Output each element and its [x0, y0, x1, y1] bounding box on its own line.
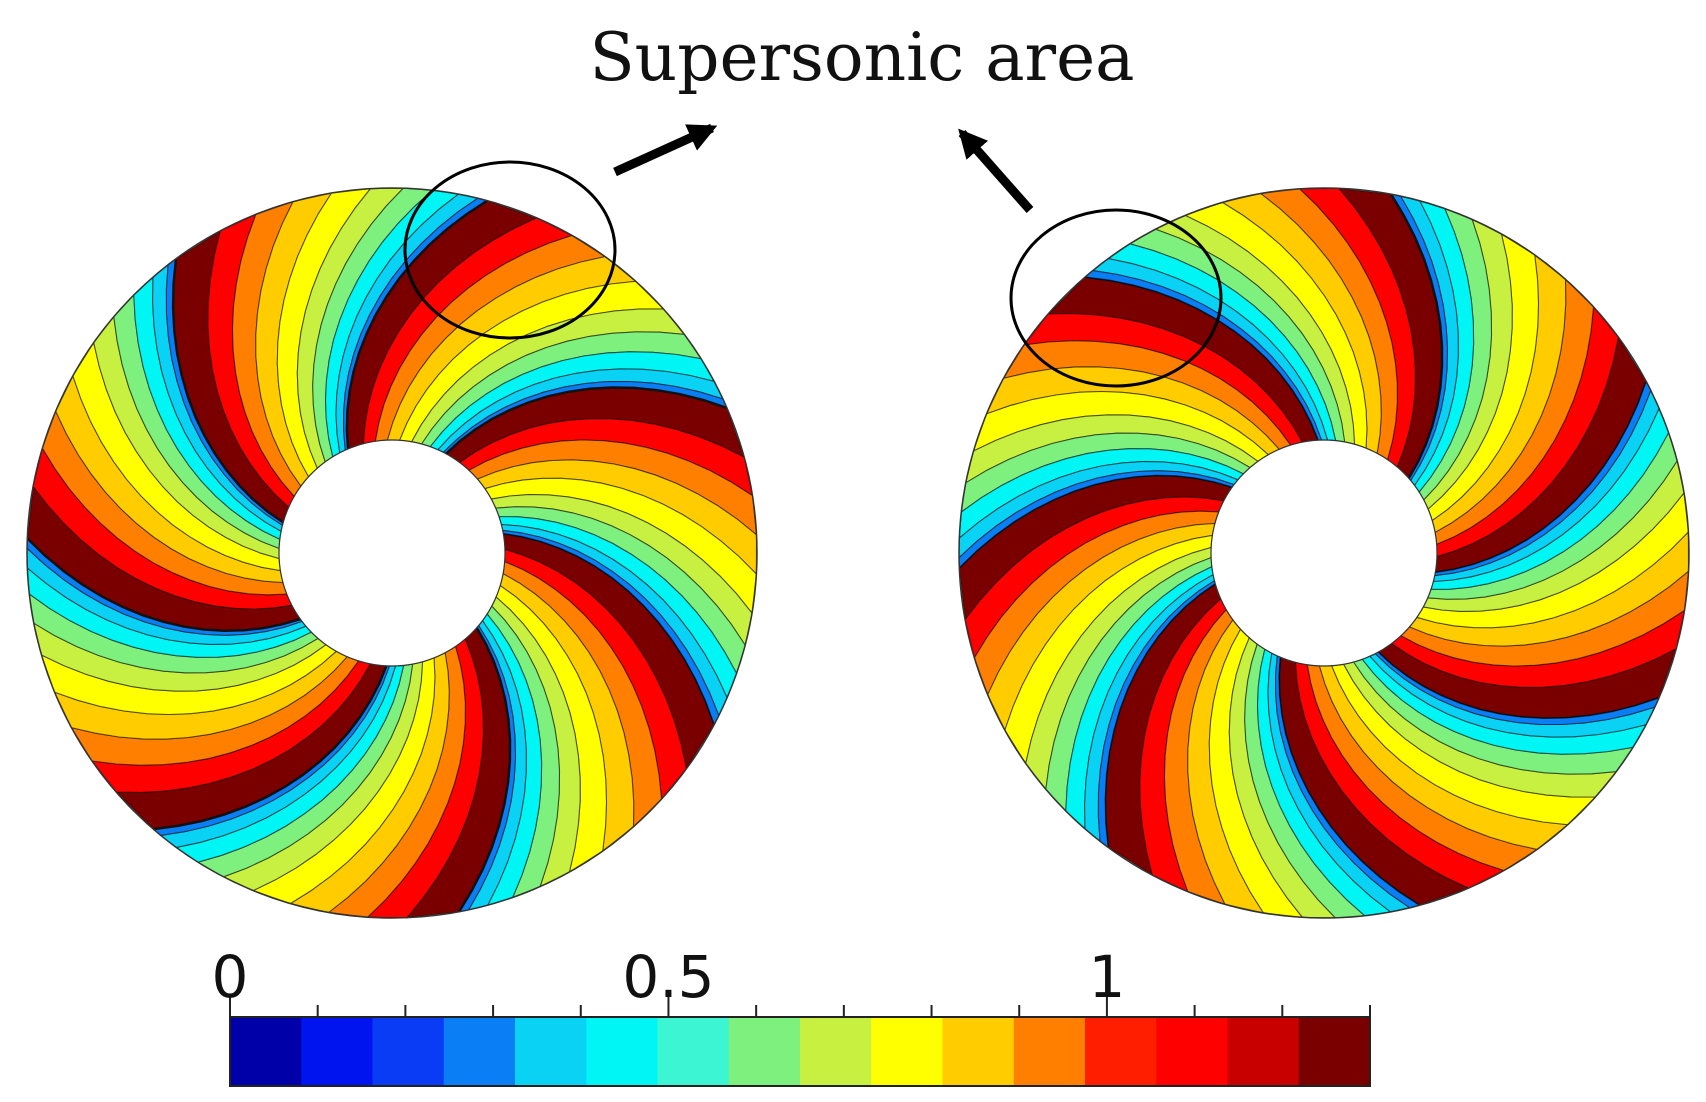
colorbar-segment [230, 1017, 302, 1086]
colorbar-segment [515, 1017, 587, 1086]
blade-edge [445, 386, 728, 455]
arrow-left [613, 123, 718, 177]
right-rotor [958, 187, 1690, 919]
colorbar-tick-label: 0.5 [622, 943, 714, 1011]
rotor-hub [278, 439, 506, 667]
rotor-outline [958, 187, 1690, 919]
blade-edge [26, 537, 301, 633]
arrow-right [958, 128, 1034, 213]
colorbar-segment [942, 1017, 1015, 1086]
colorbar: 0 0.5 1 [212, 943, 1371, 1087]
blade-edge [171, 258, 284, 524]
colorbar-segment [372, 1017, 445, 1086]
supersonic-circle-right [1009, 208, 1223, 388]
blade-edge [153, 665, 388, 831]
colorbar-ticks [229, 997, 1371, 1017]
blade-edge [1389, 193, 1444, 479]
colorbar-segment [800, 1017, 872, 1086]
rotor-outline [26, 187, 758, 919]
colorbar-segments [230, 1017, 1371, 1086]
colorbar-segment [871, 1017, 944, 1086]
colorbar-segment [443, 1017, 516, 1086]
rotor-hub [1210, 439, 1438, 667]
colorbar-segment [586, 1017, 659, 1086]
colorbar-segment [728, 1017, 801, 1086]
colorbar-segment [1298, 1017, 1371, 1086]
colorbar-segment [301, 1017, 374, 1086]
supersonic-circle-left [403, 160, 617, 340]
annotation-label: Supersonic area [589, 19, 1134, 96]
colorbar-segment [1013, 1017, 1086, 1086]
colorbar-segment [657, 1017, 730, 1086]
left-rotor [26, 187, 758, 919]
blade-edge [345, 199, 488, 449]
blade-edge [457, 627, 512, 913]
colorbar-tick-label: 1 [1088, 943, 1125, 1011]
colorbar-segment [1227, 1017, 1300, 1086]
colorbar-segment [1085, 1017, 1157, 1086]
colorbar-frame [229, 1016, 1371, 1087]
colorbar-tick-label: 0 [212, 943, 249, 1011]
colorbar-segment [1156, 1017, 1229, 1086]
